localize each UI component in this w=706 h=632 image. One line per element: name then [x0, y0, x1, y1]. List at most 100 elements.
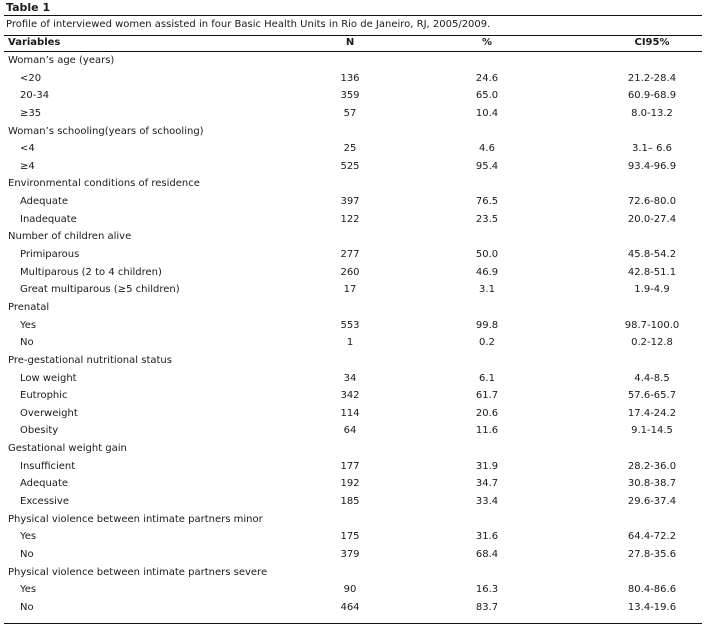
cell-percent: 33.4 [475, 496, 499, 508]
cell-n: 114 [340, 407, 360, 419]
table-row: Overweight 114 20.6 17.4-24.2 [4, 404, 702, 422]
cell-ci95: 45.8-54.2 [627, 249, 677, 261]
group-row: Gestational weight gain [4, 439, 702, 457]
row-label: Low weight [20, 372, 77, 384]
cell-n: 64 [343, 425, 357, 437]
row-label: No [20, 548, 34, 560]
cell-ci95: 29.6-37.4 [627, 496, 677, 508]
table-row: Obesity 64 11.6 9.1-14.5 [4, 421, 702, 439]
cell-ci95: 20.0-27.4 [627, 213, 677, 225]
cell-n: 464 [340, 601, 360, 613]
table-row: Great multiparous (≥5 children) 17 3.1 1.9-… [4, 280, 702, 298]
cell-n: 177 [340, 460, 360, 472]
cell-percent: 11.6 [475, 425, 499, 437]
row-label: Yes [20, 531, 37, 543]
row-label: No [20, 337, 34, 349]
row-label: ≥4 [20, 160, 35, 172]
cell-n: 25 [343, 143, 357, 155]
table-row: Inadequate 122 23.5 20.0-27.4 [4, 210, 702, 228]
cell-n: 175 [340, 531, 360, 543]
table-row: ≥35 57 10.4 8.0-13.2 [4, 104, 702, 122]
group-label: Woman’s age (years) [8, 55, 115, 66]
cell-ci95: 64.4-72.2 [627, 531, 677, 543]
cell-n: 553 [340, 319, 360, 331]
cell-percent: 4.6 [479, 143, 495, 155]
cell-ci95: 21.2-28.4 [627, 72, 677, 84]
cell-percent: 34.7 [475, 478, 499, 490]
group-label: Number of children alive [8, 231, 132, 243]
cell-n: 185 [340, 496, 360, 508]
table-row: Eutrophic 342 61.7 57.6-65.7 [4, 386, 702, 404]
cell-n: 57 [343, 107, 357, 119]
cell-n: 379 [340, 548, 360, 560]
row-label: Adequate [20, 478, 69, 490]
row-label: No [20, 601, 34, 613]
header-variables: Variables [8, 37, 61, 48]
table-label: Table 1 [6, 1, 51, 14]
cell-percent: 50.0 [475, 249, 499, 261]
cell-percent: 20.6 [475, 407, 499, 419]
cell-percent: 46.9 [475, 266, 499, 278]
table-row: ≥4 525 95.4 93.4-96.9 [4, 157, 702, 175]
cell-percent: 76.5 [475, 196, 499, 208]
cell-percent: 16.3 [475, 584, 499, 596]
row-label: Overweight [20, 407, 78, 419]
table-row: Adequate 192 34.7 30.8-38.7 [4, 474, 702, 492]
cell-ci95: 27.8-35.6 [627, 548, 677, 560]
group-row: Number of children alive [4, 227, 702, 245]
cell-ci95: 72.6-80.0 [627, 196, 677, 208]
cell-percent: 24.6 [475, 72, 499, 84]
cell-percent: 0.2 [479, 337, 495, 349]
row-label: Inadequate [20, 213, 77, 225]
row-label: Adequate [20, 196, 69, 208]
cell-n: 34 [343, 372, 357, 384]
cell-percent: 23.5 [475, 213, 499, 225]
row-label: Eutrophic [20, 390, 68, 402]
table-row: Adequate 397 76.5 72.6-80.0 [4, 192, 702, 210]
cell-n: 17 [343, 284, 357, 296]
cell-n: 359 [340, 90, 360, 102]
table-row: Yes 553 99.8 98.7-100.0 [4, 316, 702, 334]
group-label: Prenatal [8, 301, 50, 313]
cell-ci95: 13.4-19.6 [627, 601, 677, 613]
row-label: Excessive [20, 496, 69, 508]
cell-n: 525 [340, 160, 360, 172]
cell-percent: 6.1 [479, 372, 495, 384]
cell-percent: 3.1 [479, 284, 495, 296]
group-label: Gestational weight gain [8, 443, 127, 455]
table-body: Woman’s age (years) <20 136 24.6 21.2-28.4 20… [4, 51, 702, 616]
group-row: Woman’s schooling(years of schooling) [4, 122, 702, 140]
cell-ci95: 28.2-36.0 [627, 460, 677, 472]
cell-ci95: 98.7-100.0 [624, 319, 680, 331]
group-row: Prenatal [4, 298, 702, 316]
table-row: Primiparous 277 50.0 45.8-54.2 [4, 245, 702, 263]
group-label: Physical violence between intimate partn… [8, 513, 263, 525]
cell-ci95: 1.9-4.9 [634, 284, 670, 296]
table-row: Insufficient 177 31.9 28.2-36.0 [4, 457, 702, 475]
cell-ci95: 3.1– 6.6 [632, 143, 672, 155]
cell-ci95: 60.9-68.9 [627, 90, 677, 102]
cell-percent: 65.0 [475, 90, 499, 102]
cell-percent: 31.9 [475, 460, 499, 472]
table-row: Multiparous (2 to 4 children) 260 46.9 42.8… [4, 263, 702, 281]
group-row: Environmental conditions of residence [4, 174, 702, 192]
table-row: 20-34 359 65.0 60.9-68.9 [4, 86, 702, 104]
group-row: Physical violence between intimate partn… [4, 563, 702, 581]
row-label: <4 [20, 143, 35, 155]
table-row: No 379 68.4 27.8-35.6 [4, 545, 702, 563]
row-label: Great multiparous (≥5 children) [20, 284, 180, 296]
table-row: Low weight 34 6.1 4.4-8.5 [4, 369, 702, 387]
group-label: Physical violence between intimate partn… [8, 566, 268, 578]
cell-ci95: 0.2-12.8 [631, 337, 673, 349]
cell-ci95: 57.6-65.7 [627, 390, 677, 402]
row-label: Multiparous (2 to 4 children) [20, 266, 162, 278]
cell-n: 260 [340, 266, 360, 278]
cell-percent: 68.4 [475, 548, 499, 560]
row-label: Obesity [20, 425, 59, 437]
cell-percent: 10.4 [475, 107, 499, 119]
cell-ci95: 8.0-13.2 [631, 107, 673, 119]
table-caption: Profile of interviewed women assisted in… [6, 19, 491, 30]
row-label: Insufficient [20, 460, 76, 472]
cell-n: 277 [340, 249, 360, 261]
